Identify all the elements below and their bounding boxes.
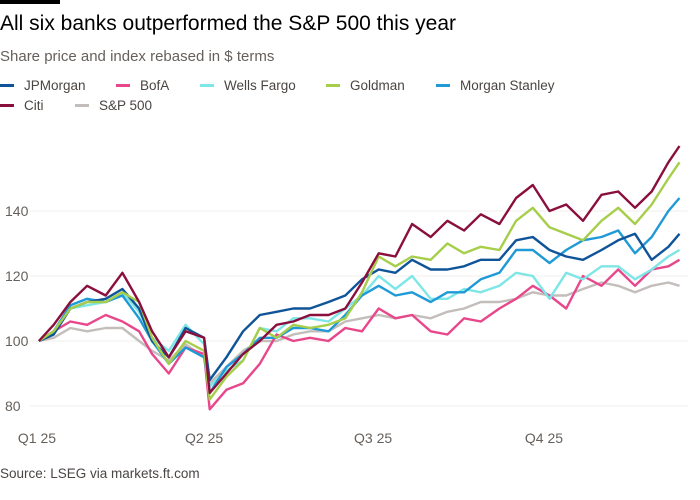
y-tick-label: 80	[5, 398, 21, 414]
x-tick-label: Q3 25	[354, 430, 392, 446]
legend-item-goldman: Goldman	[326, 78, 405, 93]
legend-item-bofa: BofA	[116, 78, 169, 93]
series-line-jpmorgan	[38, 232, 681, 382]
legend-swatch	[436, 84, 450, 87]
legend-item-wells-fargo: Wells Fargo	[200, 78, 296, 93]
legend-swatch	[75, 104, 89, 107]
legend-swatch	[116, 84, 130, 87]
legend-label: JPMorgan	[24, 78, 86, 93]
legend-item-jpmorgan: JPMorgan	[0, 78, 86, 93]
legend-swatch	[200, 84, 214, 87]
chart-subtitle: Share price and index rebased in $ terms	[0, 48, 275, 65]
legend-label: Wells Fargo	[224, 78, 296, 93]
legend-item-citi: Citi	[0, 98, 44, 113]
legend-swatch	[0, 84, 14, 87]
y-tick-label: 120	[5, 268, 29, 284]
legend-label: Citi	[24, 98, 44, 113]
series-line-bofa	[38, 258, 681, 411]
legend-label: BofA	[140, 78, 170, 93]
series-line-citi	[38, 145, 681, 395]
legend-label: Morgan Stanley	[460, 78, 555, 93]
y-tick-label: 140	[5, 203, 29, 219]
x-tick-label: Q2 25	[185, 430, 223, 446]
legend-label: S&P 500	[99, 98, 153, 113]
legend-swatch	[0, 104, 14, 107]
x-tick-label: Q4 25	[525, 430, 563, 446]
legend-label: Goldman	[350, 78, 405, 93]
series-line-goldman	[38, 161, 681, 401]
legend-swatch	[326, 84, 340, 87]
legend-item-sp500: S&P 500	[75, 98, 152, 113]
legend-item-morgan-stanley: Morgan Stanley	[436, 78, 555, 93]
chart-title: All six banks outperformed the S&P 500 t…	[0, 12, 457, 35]
x-tick-label: Q1 25	[18, 430, 56, 446]
source-note: Source: LSEG via markets.ft.com	[0, 466, 200, 481]
brand-bar	[0, 0, 60, 4]
y-tick-label: 100	[5, 333, 29, 349]
